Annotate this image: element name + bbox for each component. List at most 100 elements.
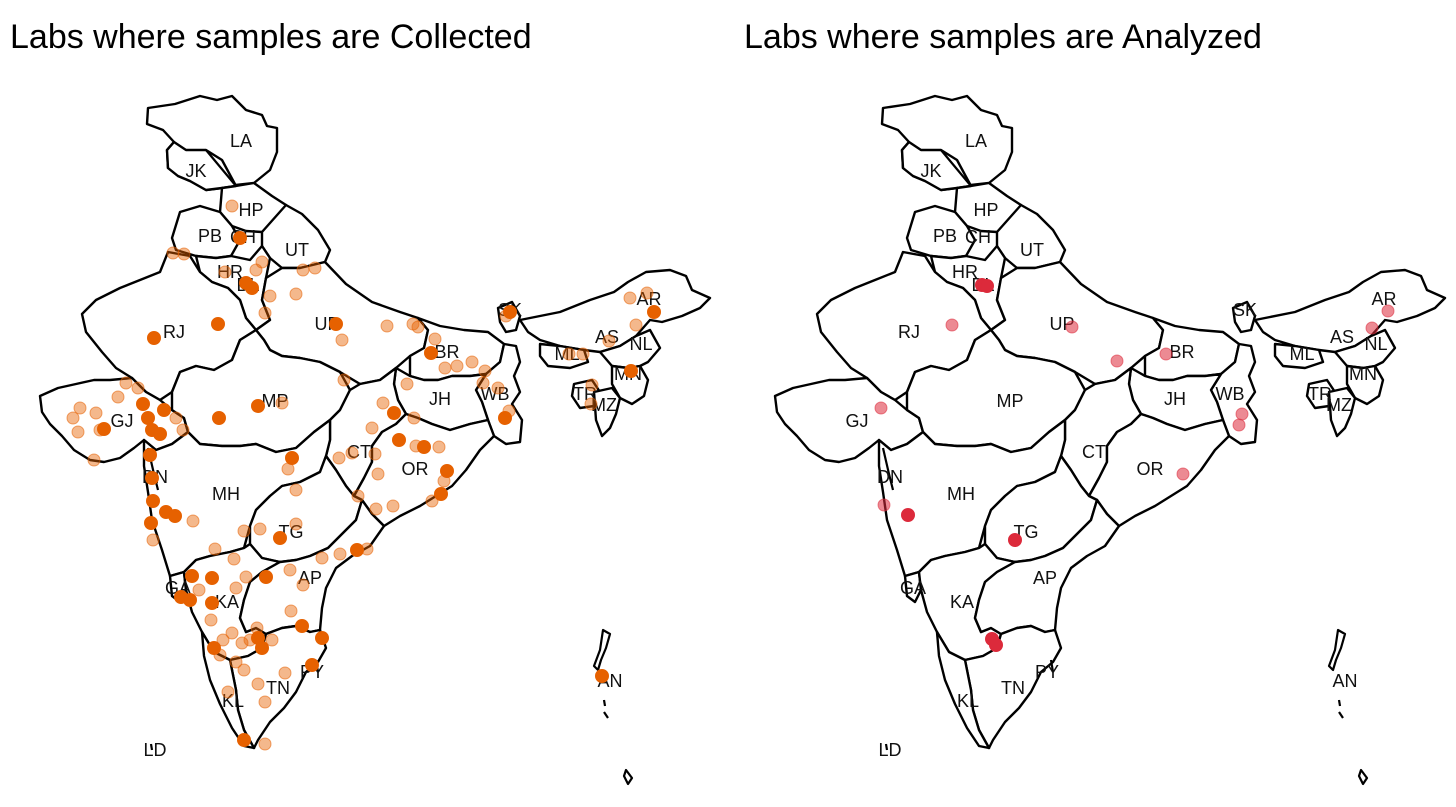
lab-point [425, 494, 439, 508]
lab-point [1235, 407, 1249, 421]
state-label-py: PY [1035, 662, 1059, 682]
lab-point [146, 533, 160, 547]
lab-point [283, 563, 297, 577]
state-label-jk: JK [185, 161, 206, 181]
state-label-kl: KL [957, 691, 979, 711]
lab-point [119, 376, 133, 390]
lab-point [192, 583, 206, 597]
state-label-mz: MZ [1326, 395, 1352, 415]
lab-point [147, 331, 161, 345]
state-label-kl: KL [222, 691, 244, 711]
state-label-or: OR [402, 459, 429, 479]
lab-point [111, 390, 125, 404]
lab-point [284, 604, 298, 618]
lab-point [253, 522, 267, 536]
lab-point [205, 596, 219, 610]
state-label-hp: HP [238, 200, 263, 220]
lab-point [1381, 304, 1395, 318]
collected-panel: Labs where samples are Collected [10, 18, 532, 56]
state-label-gj: GJ [110, 411, 133, 431]
lab-point [141, 411, 155, 425]
state-label-mh: MH [947, 484, 975, 504]
lab-point [204, 613, 218, 627]
lab-point [432, 440, 446, 454]
lab-point [213, 648, 227, 662]
lab-point [1008, 533, 1022, 547]
state-label-la: LA [965, 131, 987, 151]
lab-point [400, 377, 414, 391]
lab-point [989, 638, 1003, 652]
lab-point [208, 542, 222, 556]
lab-point [71, 425, 85, 439]
collected-map-title: Labs where samples are Collected [10, 18, 532, 56]
lab-point [315, 551, 329, 565]
state-label-pb: PB [198, 226, 222, 246]
state-label-ut: UT [285, 240, 309, 260]
collected-india-map: LAJKHPPBCHUTHRDLRJUPBRSKARASNLMLMNTRMZJH… [38, 94, 712, 786]
lab-point [289, 287, 303, 301]
lab-point [345, 446, 359, 460]
state-label-jh: JH [1164, 389, 1186, 409]
state-label-ct: CT [1082, 442, 1106, 462]
state-label-wb: WB [1216, 384, 1245, 404]
state-label-sk: SK [1233, 300, 1257, 320]
lab-point [411, 320, 425, 334]
lab-point [376, 396, 390, 410]
analysis-lab-points [874, 278, 1395, 652]
state-label-hr: HR [217, 262, 243, 282]
lab-point [157, 403, 171, 417]
lab-point [278, 666, 292, 680]
lab-point [251, 399, 265, 413]
state-label-br: BR [1169, 342, 1194, 362]
lab-point [239, 570, 253, 584]
lab-point [237, 733, 251, 747]
lab-point [211, 317, 225, 331]
lab-point [259, 570, 273, 584]
state-label-ch: CH [965, 227, 991, 247]
lab-point [1110, 354, 1124, 368]
lab-point [153, 427, 167, 441]
lab-point [585, 378, 599, 392]
lab-point [1065, 320, 1079, 334]
lab-point [623, 291, 637, 305]
lab-point [131, 381, 145, 395]
lab-point [434, 487, 448, 501]
lab-point [176, 423, 190, 437]
lab-point [225, 626, 239, 640]
lab-point [168, 509, 182, 523]
lab-point [380, 319, 394, 333]
state-label-rj: RJ [898, 322, 920, 342]
state-label-as: AS [1330, 327, 1354, 347]
state-label-nl: NL [629, 334, 652, 354]
lab-point [289, 483, 303, 497]
lab-point [368, 447, 382, 461]
lab-point [237, 524, 251, 538]
state-label-mp: MP [997, 391, 1024, 411]
lab-point [440, 464, 454, 478]
lab-point [491, 381, 505, 395]
lab-point [146, 494, 160, 508]
state-label-la: LA [230, 131, 252, 151]
lab-point [250, 621, 264, 635]
lab-point [251, 677, 265, 691]
lab-point [387, 406, 401, 420]
state-label-dn: DN [877, 467, 903, 487]
lab-point [166, 246, 180, 260]
state-label-ar: AR [1371, 289, 1396, 309]
lab-point [624, 364, 638, 378]
lab-point [386, 499, 400, 513]
lab-point [335, 333, 349, 347]
state-label-wb: WB [481, 384, 510, 404]
lab-point [315, 631, 329, 645]
collection-lab-points [66, 199, 661, 751]
lab-point [305, 658, 319, 672]
lab-point [263, 289, 277, 303]
lab-point [227, 552, 241, 566]
lab-point [233, 231, 247, 245]
lab-point [144, 516, 158, 530]
state-label-tr: TR [1308, 384, 1332, 404]
state-label-ka: KA [215, 592, 239, 612]
lab-point [258, 695, 272, 709]
lab-point [1176, 467, 1190, 481]
lab-point [136, 397, 150, 411]
